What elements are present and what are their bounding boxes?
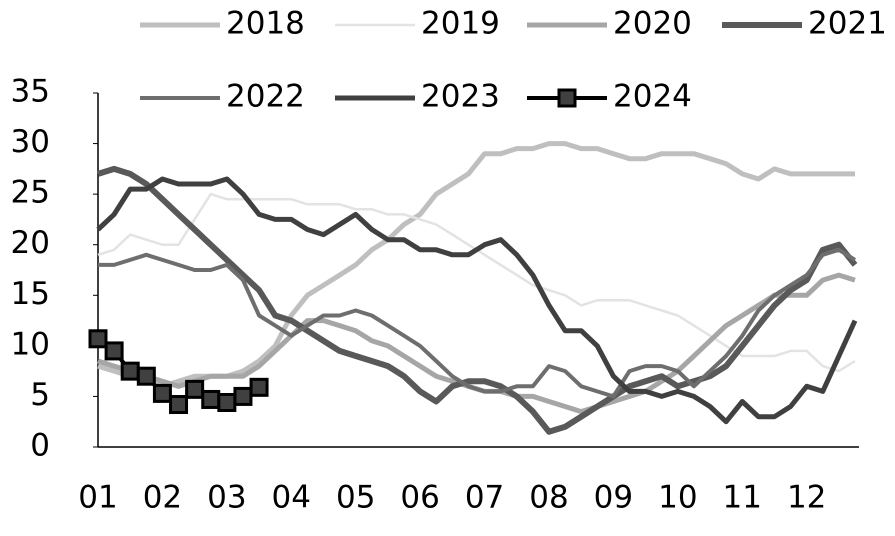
- legend-label: 2019: [421, 6, 500, 42]
- y-tick-label: 25: [11, 175, 50, 211]
- marker: [136, 366, 156, 386]
- x-tick-label: 10: [658, 480, 697, 516]
- y-tick-label: 30: [11, 124, 50, 160]
- x-tick-label: 08: [529, 480, 568, 516]
- y-tick-label: 5: [30, 377, 50, 413]
- x-tick-label: 05: [336, 480, 375, 516]
- x-tick-label: 03: [207, 480, 246, 516]
- y-tick-label: 35: [11, 74, 50, 110]
- y-tick-label: 0: [30, 428, 50, 464]
- marker: [152, 383, 172, 403]
- series-line: [97, 165, 858, 435]
- legend-label: 2018: [226, 6, 305, 42]
- y-tick-label: 15: [11, 276, 50, 312]
- x-tick-label: 02: [143, 480, 182, 516]
- marker: [104, 341, 124, 361]
- marker: [233, 386, 253, 406]
- x-tick-label: 07: [465, 480, 504, 516]
- marker: [169, 395, 189, 415]
- legend-label: 2023: [421, 79, 500, 115]
- legend-label: 2024: [613, 79, 692, 115]
- x-tick-label: 11: [723, 480, 762, 516]
- series-line: [96, 176, 858, 425]
- y-tick-label: 10: [11, 326, 50, 362]
- legend-marker: [557, 88, 577, 108]
- series-line: [98, 247, 857, 399]
- legend-label: 2021: [808, 6, 887, 42]
- marker: [120, 361, 140, 381]
- x-tick-label: 04: [272, 480, 311, 516]
- x-tick-label: 09: [594, 480, 633, 516]
- legend-label: 2022: [226, 79, 305, 115]
- marker: [217, 392, 237, 412]
- x-tick-label: 06: [400, 480, 439, 516]
- legend-label: 2020: [613, 6, 692, 42]
- x-tick-label: 01: [78, 480, 117, 516]
- marker: [201, 389, 221, 409]
- marker: [249, 377, 269, 397]
- marker: [88, 329, 108, 349]
- x-tick-label: 12: [787, 480, 826, 516]
- marker: [185, 379, 205, 399]
- y-tick-label: 20: [11, 225, 50, 261]
